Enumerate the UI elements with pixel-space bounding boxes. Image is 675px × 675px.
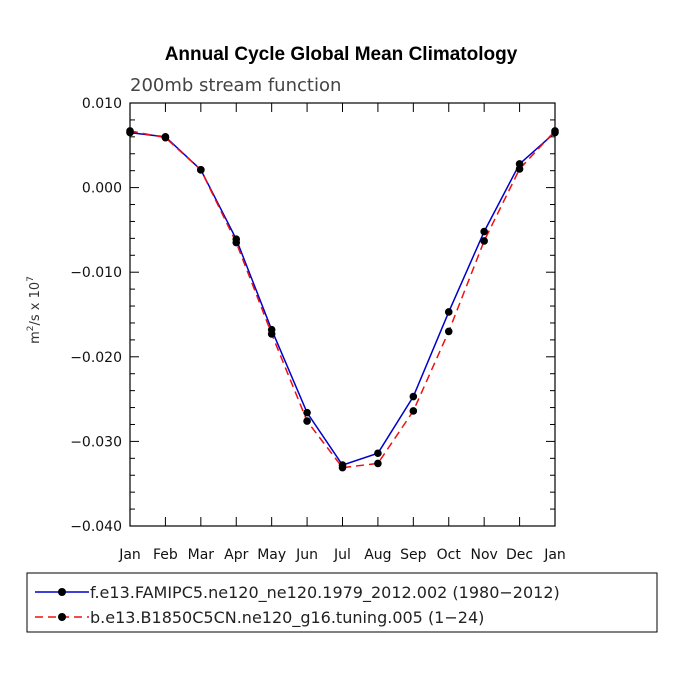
series-2-point — [480, 237, 488, 245]
x-tick-label: Apr — [224, 547, 248, 563]
series-1-point — [303, 408, 311, 417]
series-layer — [126, 127, 559, 472]
x-tick-label: Mar — [188, 547, 215, 563]
y-tick-label: −0.040 — [70, 519, 122, 535]
plot-frame — [129, 102, 556, 527]
series-line-2 — [129, 130, 556, 469]
series-2-point — [338, 463, 347, 472]
y-tick-label: −0.030 — [70, 434, 122, 450]
x-tick-label: Dec — [506, 547, 533, 563]
chart-subtitle: 200mb stream function — [130, 75, 341, 96]
y-tick-label: −0.020 — [70, 350, 122, 366]
series-2-point — [374, 459, 382, 468]
x-tick-label: May — [257, 547, 286, 563]
y-axis-label: m2/s x 107 — [26, 276, 43, 344]
series-2-point — [197, 166, 205, 174]
y-tick-label: 0.000 — [82, 181, 122, 197]
x-tick-labels: Jan Feb Mar Apr May Jun Jul Aug Sep Oct Nov Dec Jan — [118, 547, 566, 563]
legend: f.e13.FAMIPC5.ne120_ne120.1979_2012.002 … — [26, 572, 658, 633]
series-2-point — [303, 417, 311, 425]
x-tick-label: Sep — [400, 547, 427, 563]
x-tick-label: Aug — [364, 547, 391, 563]
y-tick-labels: 0.010 0.000 −0.010 −0.020 −0.030 −0.040 — [70, 96, 122, 535]
y-tick-label: 0.010 — [82, 96, 122, 112]
chart-title: Annual Cycle Global Mean Climatology — [165, 44, 518, 65]
series-2-point — [232, 238, 241, 247]
legend-marker-1 — [58, 588, 66, 596]
x-tick-label: Feb — [153, 547, 178, 563]
legend-label-1: f.e13.FAMIPC5.ne120_ne120.1979_2012.002 … — [90, 583, 560, 603]
series-2-point — [515, 165, 524, 173]
series-1-point — [409, 392, 418, 401]
x-tick-label: Jan — [543, 547, 566, 563]
series-2-point — [409, 407, 418, 415]
series-2-point — [161, 133, 170, 142]
series-2-point — [444, 327, 453, 336]
x-tick-label: Jan — [118, 547, 141, 563]
series-1-point — [444, 308, 453, 316]
legend-label-2: b.e13.B1850C5CN.ne120_g16.tuning.005 (1−… — [90, 608, 484, 628]
legend-marker-2 — [58, 613, 66, 621]
series-1-point — [374, 449, 382, 458]
x-tick-label: Nov — [471, 547, 498, 563]
legend-box — [26, 572, 658, 633]
series-1-point — [480, 227, 488, 236]
series-line-1 — [129, 131, 556, 466]
series-2-point — [267, 330, 276, 338]
y-tick-label: −0.010 — [70, 265, 122, 281]
x-tick-label: Oct — [437, 547, 462, 563]
x-tick-label: Jul — [333, 547, 351, 563]
x-tick-label: Jun — [295, 547, 318, 563]
